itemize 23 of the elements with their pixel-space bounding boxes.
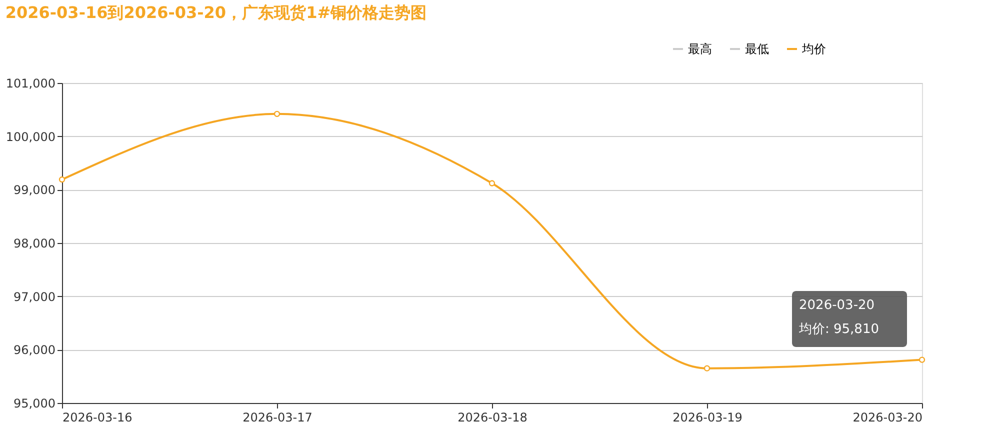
point — [918, 356, 926, 363]
point — [704, 365, 710, 372]
legend-label: 最低 — [745, 42, 769, 56]
legend-label: 均价 — [801, 42, 826, 56]
x-tick-label: 2026-03-16 — [62, 410, 132, 424]
y-tick-label: 96,000 — [14, 343, 56, 358]
y-tick-label: 99,000 — [14, 183, 56, 198]
y-tick-label: 95,000 — [14, 396, 56, 410]
annotation: 2026-03-20 — [799, 298, 875, 313]
chart-title: 2026-03-16到2026-03-20，广东现货1#铜价格走势图 — [5, 3, 427, 22]
point — [488, 180, 496, 186]
y-tick-label: 98,000 — [14, 236, 56, 250]
point — [58, 176, 66, 183]
y-tick-label: 101,000 — [6, 76, 56, 90]
point — [274, 110, 280, 118]
annotation: 均价: 95,810 — [798, 322, 879, 337]
x-tick-label: 2026-03-20 — [852, 410, 922, 424]
y-tick-label: 97,000 — [14, 290, 56, 304]
x-tick-label: 2026-03-18 — [458, 410, 528, 424]
legend-label: 最高 — [688, 42, 712, 56]
y-tick-label: 100,000 — [6, 130, 56, 144]
x-tick-label: 2026-03-19 — [672, 410, 742, 424]
x-tick-label: 2026-03-17 — [242, 410, 312, 424]
